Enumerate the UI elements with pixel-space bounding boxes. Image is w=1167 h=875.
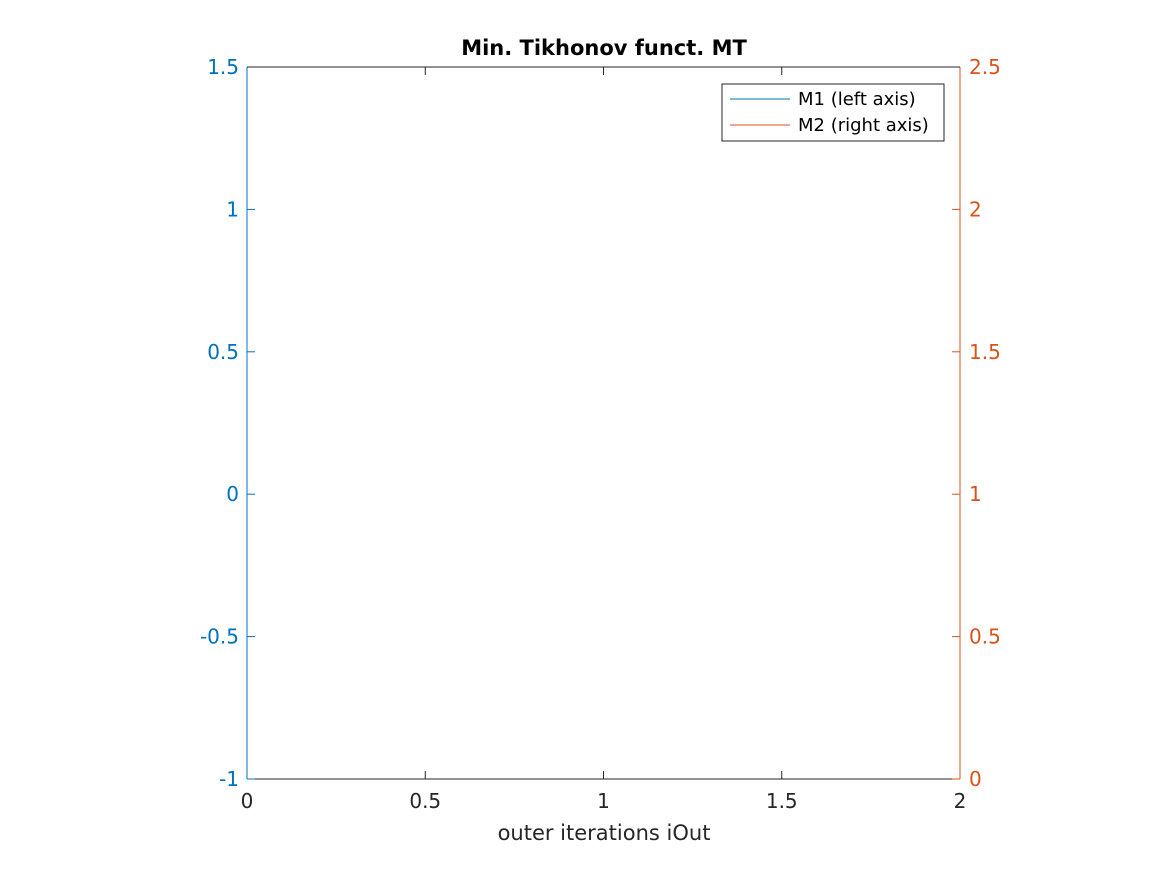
y-left-axis: -1 -0.5 0 0.5 1 1.5: [200, 55, 255, 791]
y-left-tick-label: -0.5: [200, 625, 239, 649]
y-left-tick-label: 0.5: [207, 340, 239, 364]
x-tick-label: 2: [954, 789, 967, 813]
y-left-tick-label: 1: [226, 197, 239, 221]
x-axis-label: outer iterations iOut: [498, 821, 711, 845]
chart-title: Min. Tikhonov funct. MT: [461, 36, 747, 60]
x-tick-label: 0: [241, 789, 254, 813]
x-tick-label: 1.5: [766, 789, 798, 813]
plot-area: [247, 67, 960, 779]
y-left-tick-label: 0: [226, 482, 239, 506]
y-left-tick-label: -1: [219, 767, 239, 791]
x-tick-label: 0.5: [409, 789, 441, 813]
y-right-tick-label: 0.5: [969, 625, 1001, 649]
y-right-tick-label: 0: [969, 767, 982, 791]
plot-background: [247, 67, 960, 779]
y-right-tick-label: 2: [969, 197, 982, 221]
y-left-tick-label: 1.5: [207, 55, 239, 79]
y-right-tick-label: 1.5: [969, 340, 1001, 364]
legend: M1 (left axis) M2 (right axis): [721, 83, 945, 142]
legend-label-m2: M2 (right axis): [798, 115, 929, 136]
y-right-tick-label: 2.5: [969, 55, 1001, 79]
x-tick-label: 1: [597, 789, 610, 813]
y-right-tick-label: 1: [969, 482, 982, 506]
legend-label-m1: M1 (left axis): [798, 89, 916, 110]
legend-box: [721, 83, 945, 142]
y-right-axis: 0 0.5 1 1.5 2 2.5: [952, 55, 1001, 791]
